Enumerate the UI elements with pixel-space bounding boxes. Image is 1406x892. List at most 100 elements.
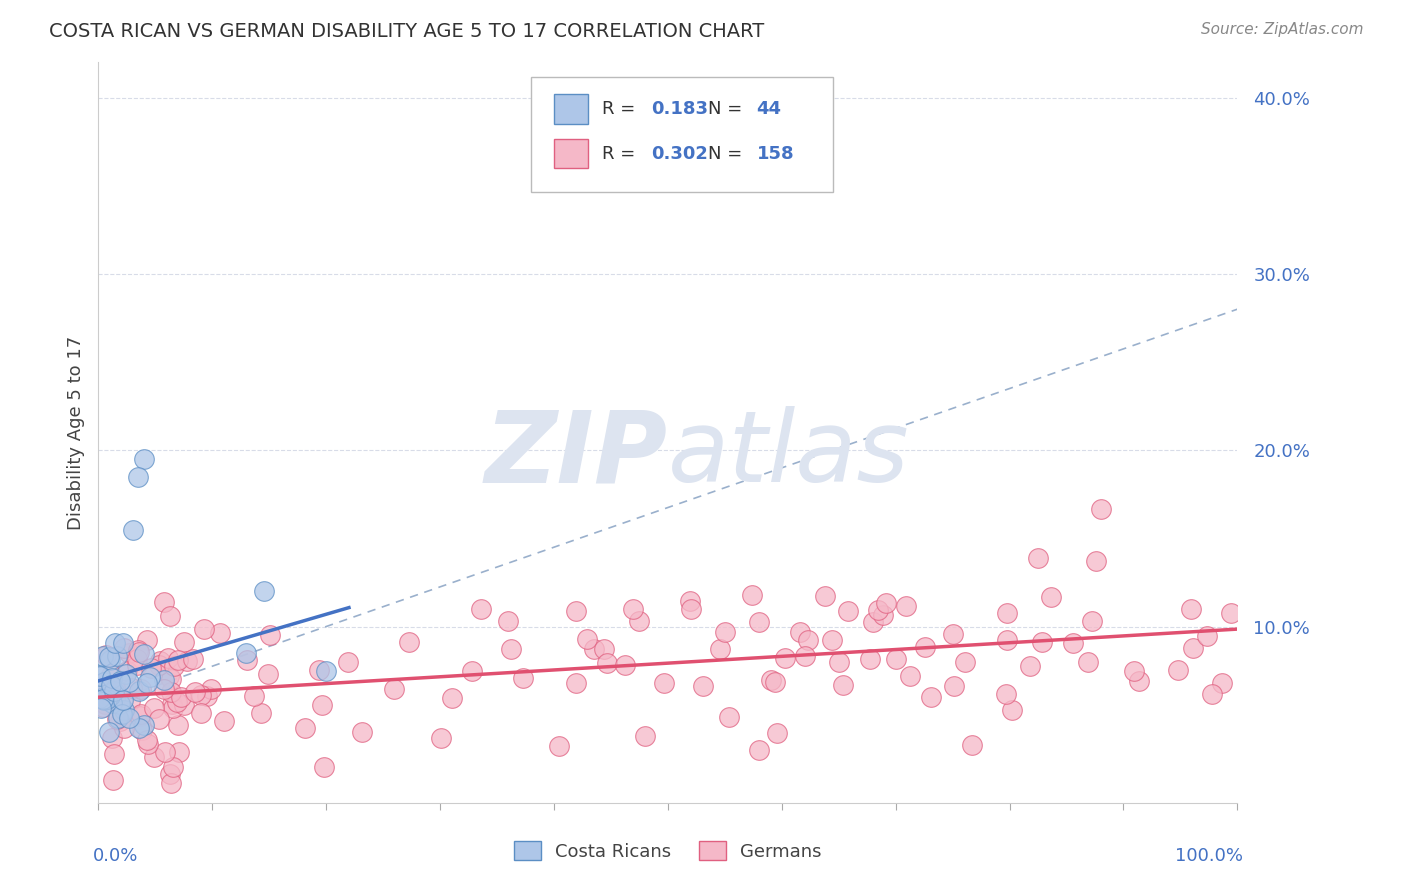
Point [127,469,149,483]
Point [173,634,195,648]
Point [89,691,111,706]
Y-axis label: Disability Age 5 to 17: Disability Age 5 to 17 [66,335,84,530]
Point [748,615,770,629]
Point [759,673,782,688]
Point [212,714,235,728]
Point [96,691,118,706]
Point [190,689,212,703]
Point [1180,601,1202,615]
Point [308,663,330,677]
Point [894,599,917,613]
Point [143,700,166,714]
Text: ZIP: ZIP [485,407,668,503]
Point [1019,659,1042,673]
Point [93,692,115,706]
Point [398,635,420,649]
Text: 0.0%: 0.0% [93,847,138,865]
Point [111,706,134,721]
Point [250,706,273,720]
Point [120,694,142,708]
Point [496,614,519,628]
Point [311,698,333,713]
Point [1031,634,1053,648]
Point [176,655,198,669]
Point [920,690,942,704]
Point [859,652,882,666]
Point [257,667,280,681]
Point [105,712,128,726]
Point [766,726,789,740]
Point [136,676,159,690]
Point [110,714,132,728]
Point [159,767,181,781]
Point [105,648,128,663]
Point [461,665,484,679]
Point [243,689,266,703]
FancyBboxPatch shape [554,95,588,124]
Point [125,658,148,673]
Point [621,602,644,616]
Point [382,681,405,696]
Point [129,706,152,721]
FancyBboxPatch shape [531,78,832,192]
Point [315,664,337,678]
Point [352,725,374,739]
Point [441,691,464,706]
Point [763,675,786,690]
Point [153,595,176,609]
Point [173,698,195,712]
Point [132,647,155,661]
Point [149,654,172,668]
Point [138,670,160,684]
Point [170,690,193,705]
Point [94,648,117,663]
Point [110,698,132,712]
Point [101,773,124,788]
Point [1081,614,1104,628]
Text: atlas: atlas [668,407,910,503]
Point [820,633,842,648]
Point [679,601,702,615]
Point [652,675,675,690]
Point [429,731,451,745]
Point [121,523,143,537]
Point [832,677,855,691]
Point [828,655,851,669]
Point [121,681,143,696]
Point [1195,629,1218,643]
Point [104,681,127,695]
Point [634,729,657,743]
Text: Source: ZipAtlas.com: Source: ZipAtlas.com [1201,22,1364,37]
Point [914,640,936,655]
Point [337,655,360,669]
Point [162,759,184,773]
Point [160,776,183,790]
Point [1085,554,1108,568]
Point [129,682,152,697]
Point [775,651,797,665]
Point [117,711,139,725]
Point [101,671,124,685]
Point [148,713,170,727]
Point [1062,636,1084,650]
Point [91,692,114,706]
Text: N =: N = [707,100,748,118]
Point [1167,663,1189,677]
Text: 44: 44 [756,100,782,118]
Point [115,664,138,678]
FancyBboxPatch shape [554,138,588,169]
Point [1219,607,1241,621]
Point [898,668,921,682]
Point [167,718,190,732]
Point [127,643,149,657]
Point [1201,687,1223,701]
Point [108,673,131,688]
Point [132,452,155,467]
Point [160,684,183,698]
Point [142,750,165,764]
Point [679,594,702,608]
Point [592,642,614,657]
Text: 100.0%: 100.0% [1175,847,1243,865]
Point [128,683,150,698]
Point [628,614,651,628]
